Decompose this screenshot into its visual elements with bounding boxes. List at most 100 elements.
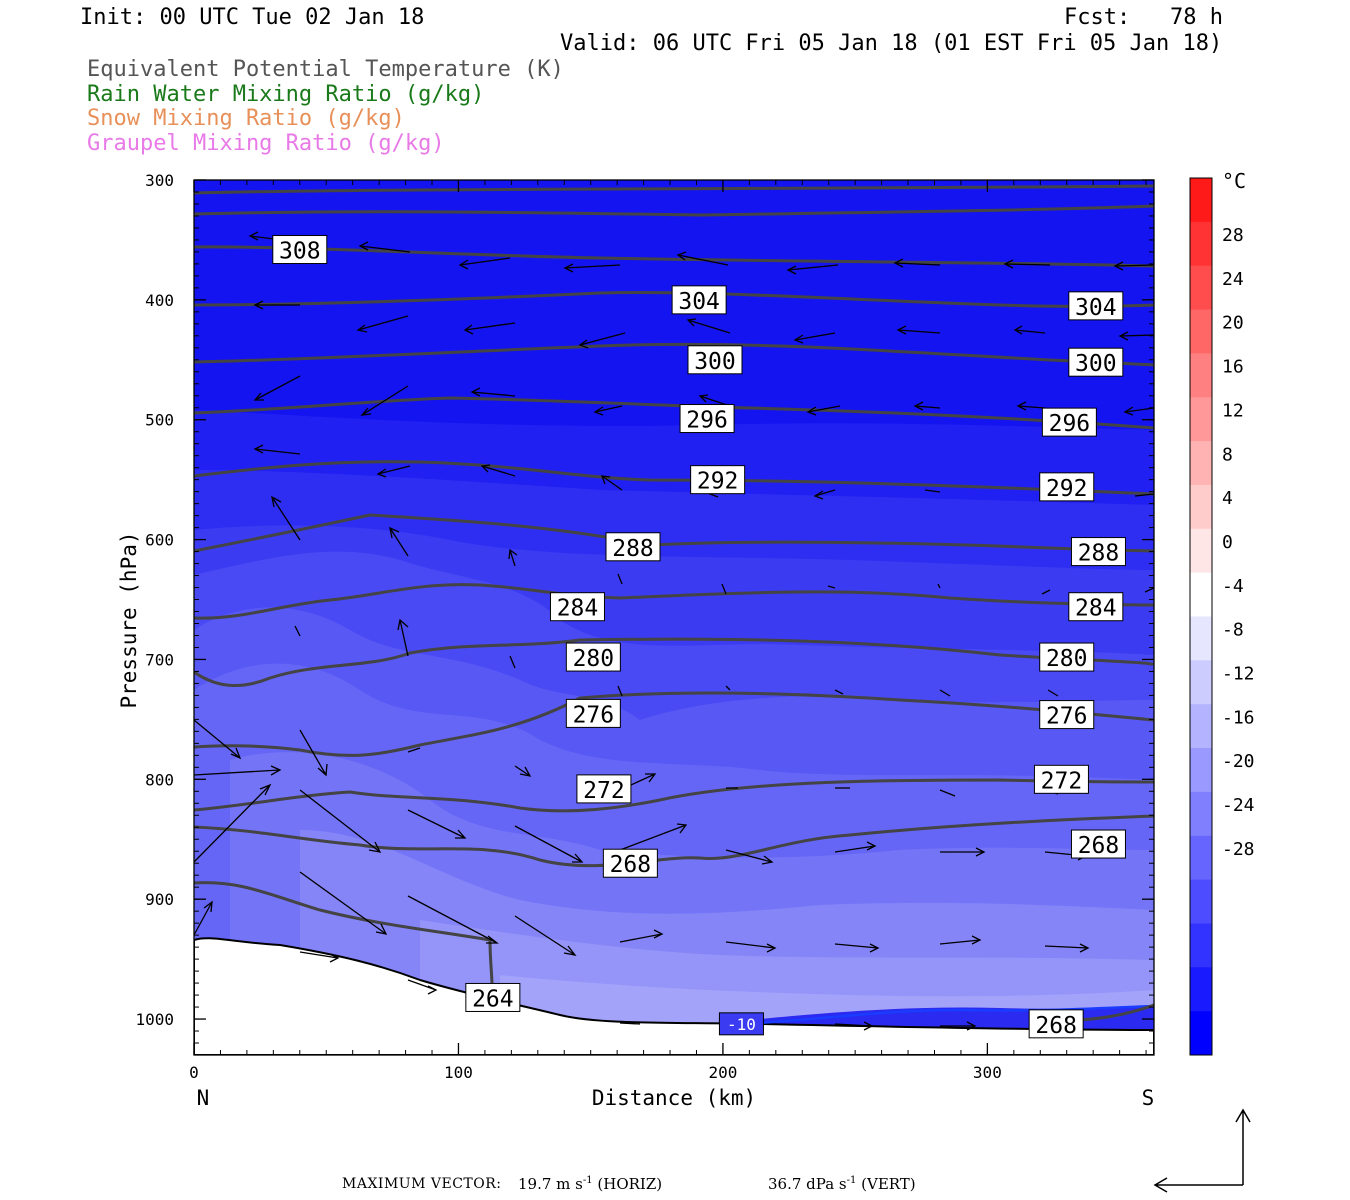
valid-time: Valid: 06 UTC Fri 05 Jan 18 (01 EST Fri … <box>560 31 1223 56</box>
colorbar-tick-label: -20 <box>1222 751 1255 772</box>
colorbar-swatch <box>1190 528 1212 574</box>
contour-label-box <box>1039 642 1095 672</box>
x-axis-right-label: S <box>1142 1086 1155 1110</box>
temperature-label-text: -10 <box>727 1015 756 1034</box>
wind-vector <box>1013 325 1046 335</box>
wind-vector <box>294 625 301 637</box>
contour-label-text: 296 <box>686 408 728 434</box>
contour-label-box <box>671 285 727 315</box>
x-tick-label: 100 <box>444 1063 473 1082</box>
wind-vectors <box>193 231 1155 1031</box>
contour-label-box <box>576 774 632 804</box>
wind-vector <box>360 385 409 416</box>
colorbar-tick-label: 12 <box>1222 400 1244 421</box>
wind-vector <box>617 685 623 697</box>
contour-292 <box>194 460 1154 496</box>
temperature-label-box <box>718 1012 764 1036</box>
contour-label-box <box>565 642 621 672</box>
wind-vector <box>937 583 941 589</box>
wind-vector <box>463 322 516 335</box>
contour-label: 296 <box>1041 407 1097 437</box>
wind-vector <box>389 526 409 557</box>
temperature-shading <box>194 180 1154 1055</box>
colorbar-swatch <box>1190 616 1212 661</box>
wind-vector <box>356 315 409 333</box>
wind-vector <box>619 1022 641 1025</box>
colorbar-tick-label: 16 <box>1222 357 1244 378</box>
contour-label-box <box>565 698 621 728</box>
contour-280 <box>194 637 1154 687</box>
wind-vector <box>299 729 328 777</box>
contour-label-box <box>1033 764 1089 794</box>
wind-vector <box>686 318 731 334</box>
contour-label: 284 <box>549 592 605 622</box>
wind-vector <box>834 1021 874 1031</box>
contour-268-sfc <box>1079 1003 1154 1022</box>
colorbar-swatch <box>1190 704 1212 749</box>
contour-label-text: 280 <box>1046 646 1088 672</box>
y-tick-label: 500 <box>145 411 174 430</box>
contour-label-text: 300 <box>1075 351 1117 377</box>
wind-vector <box>193 783 272 863</box>
wind-vector <box>514 825 584 863</box>
contour-label: 276 <box>1039 700 1095 730</box>
contour-label-box <box>1068 592 1124 622</box>
wind-vector <box>619 823 688 851</box>
contour-label-text: 268 <box>1035 1013 1077 1039</box>
contour-label-text: 304 <box>1075 295 1117 321</box>
colorbar-unit: °C <box>1222 169 1246 193</box>
wind-vector <box>1003 259 1051 269</box>
colorbar-tick-label: 8 <box>1222 444 1233 465</box>
contour-label-text: 264 <box>472 986 514 1012</box>
temperature-label: -10 <box>718 1012 764 1036</box>
wind-vector <box>271 495 301 541</box>
wind-vector <box>940 847 986 857</box>
y-tick-label: 400 <box>145 291 174 310</box>
contour-label-text: 284 <box>1075 596 1117 622</box>
contour-label: 292 <box>690 465 746 495</box>
plot-frame <box>193 179 1155 1056</box>
wind-vector <box>514 915 577 956</box>
colorbar-swatch <box>1190 1011 1212 1056</box>
contour-label-text: 300 <box>694 349 736 375</box>
colorbar-tick-label: 4 <box>1222 488 1233 509</box>
colorbar-swatch <box>1190 397 1212 442</box>
wind-vector <box>458 257 511 270</box>
contour-label: 288 <box>1070 537 1126 567</box>
contour-labels: 308 304 304 300 300 296 296 292 292 288 288 284 284 2… <box>272 235 1126 1039</box>
wind-vector <box>407 809 467 839</box>
wind-vector <box>193 719 242 760</box>
wind-vector <box>253 444 301 455</box>
max-vector-horiz: 19.7 m s-1 (HORIZ) <box>518 1175 662 1193</box>
y-axis-title: Pressure (hPa) <box>117 531 141 708</box>
wind-vector <box>939 789 956 797</box>
contour-label-text: 276 <box>1046 704 1088 730</box>
contour-label-box <box>1041 407 1097 437</box>
wind-vector <box>725 941 777 953</box>
vert-value: 36.7 dPa s <box>768 1175 847 1193</box>
wind-vector <box>1113 261 1155 271</box>
contour-label: 304 <box>671 285 727 315</box>
colorbar-swatch <box>1190 660 1212 705</box>
wind-vector <box>407 747 421 753</box>
wind-vector <box>1047 689 1059 697</box>
wind-vector <box>786 264 839 275</box>
wind-vector <box>253 375 301 401</box>
wind-vector <box>1044 943 1090 953</box>
contour-label-text: 288 <box>612 536 654 562</box>
wind-vector <box>601 475 623 491</box>
colorbar-swatch <box>1190 221 1212 267</box>
contour-label-text: 308 <box>279 239 321 265</box>
contour-label-text: 268 <box>610 852 652 878</box>
contour-label-text: 292 <box>697 469 739 495</box>
init-time: Init: 00 UTC Tue 02 Jan 18 <box>80 5 425 30</box>
contour-label-box <box>272 235 328 265</box>
contour-label-text: 304 <box>678 289 720 315</box>
contour-label-box <box>1070 829 1126 859</box>
y-tick-label: 600 <box>145 531 174 550</box>
contour-label: 280 <box>1039 642 1095 672</box>
contour-label: 308 <box>272 235 328 265</box>
wind-vector <box>407 979 438 995</box>
contour-label: 300 <box>1068 347 1124 377</box>
